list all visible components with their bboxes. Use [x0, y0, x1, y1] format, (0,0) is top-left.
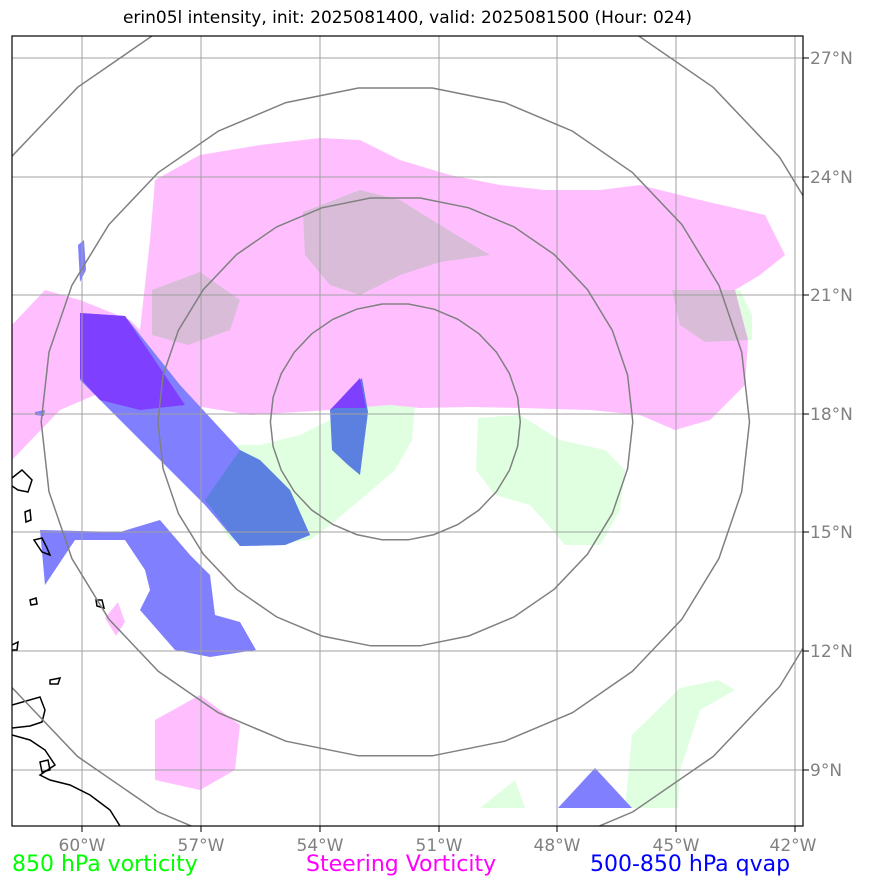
lat-tick-labels: 27°N 24°N 21°N 18°N 15°N 12°N 9°N	[810, 49, 853, 781]
lat-tick-label: 27°N	[810, 49, 853, 69]
lat-tick-label: 18°N	[810, 405, 853, 425]
lat-tick-label: 24°N	[810, 168, 853, 188]
lon-tick-label: 60°W	[59, 836, 106, 856]
lat-tick-label: 15°N	[810, 523, 853, 543]
lon-tick-label: 51°W	[416, 836, 463, 856]
steering-vorticity-areas	[12, 138, 785, 790]
lon-tick-label: 48°W	[534, 836, 581, 856]
range-ring	[157, 197, 634, 647]
lon-tick-label: 54°W	[297, 836, 344, 856]
range-rings	[12, 36, 803, 826]
map-frame	[11, 35, 804, 827]
lon-tick-labels: 60°W 57°W 54°W 51°W 48°W 45°W 42°W	[59, 836, 817, 856]
qvap-areas	[35, 240, 632, 808]
graticule	[12, 36, 803, 826]
legend-steering-vorticity: Steering Vorticity	[306, 852, 497, 877]
lon-tick-label: 45°W	[653, 836, 700, 856]
lat-tick-label: 9°N	[810, 761, 842, 781]
lon-tick-label: 42°W	[770, 836, 817, 856]
tick-marks	[81, 57, 809, 832]
lat-tick-label: 21°N	[810, 286, 853, 306]
range-ring	[12, 36, 803, 826]
lat-tick-label: 12°N	[810, 642, 853, 662]
lon-tick-label: 57°W	[178, 836, 225, 856]
range-ring	[40, 87, 751, 757]
coastlines	[12, 468, 121, 826]
legend-qvap: 500-850 hPa qvap	[590, 852, 791, 877]
legend-850-vorticity: 850 hPa vorticity	[12, 852, 198, 877]
range-ring	[269, 303, 522, 541]
overlap-areas	[152, 190, 748, 345]
map-title: erin05l intensity, init: 2025081400, val…	[122, 8, 693, 28]
